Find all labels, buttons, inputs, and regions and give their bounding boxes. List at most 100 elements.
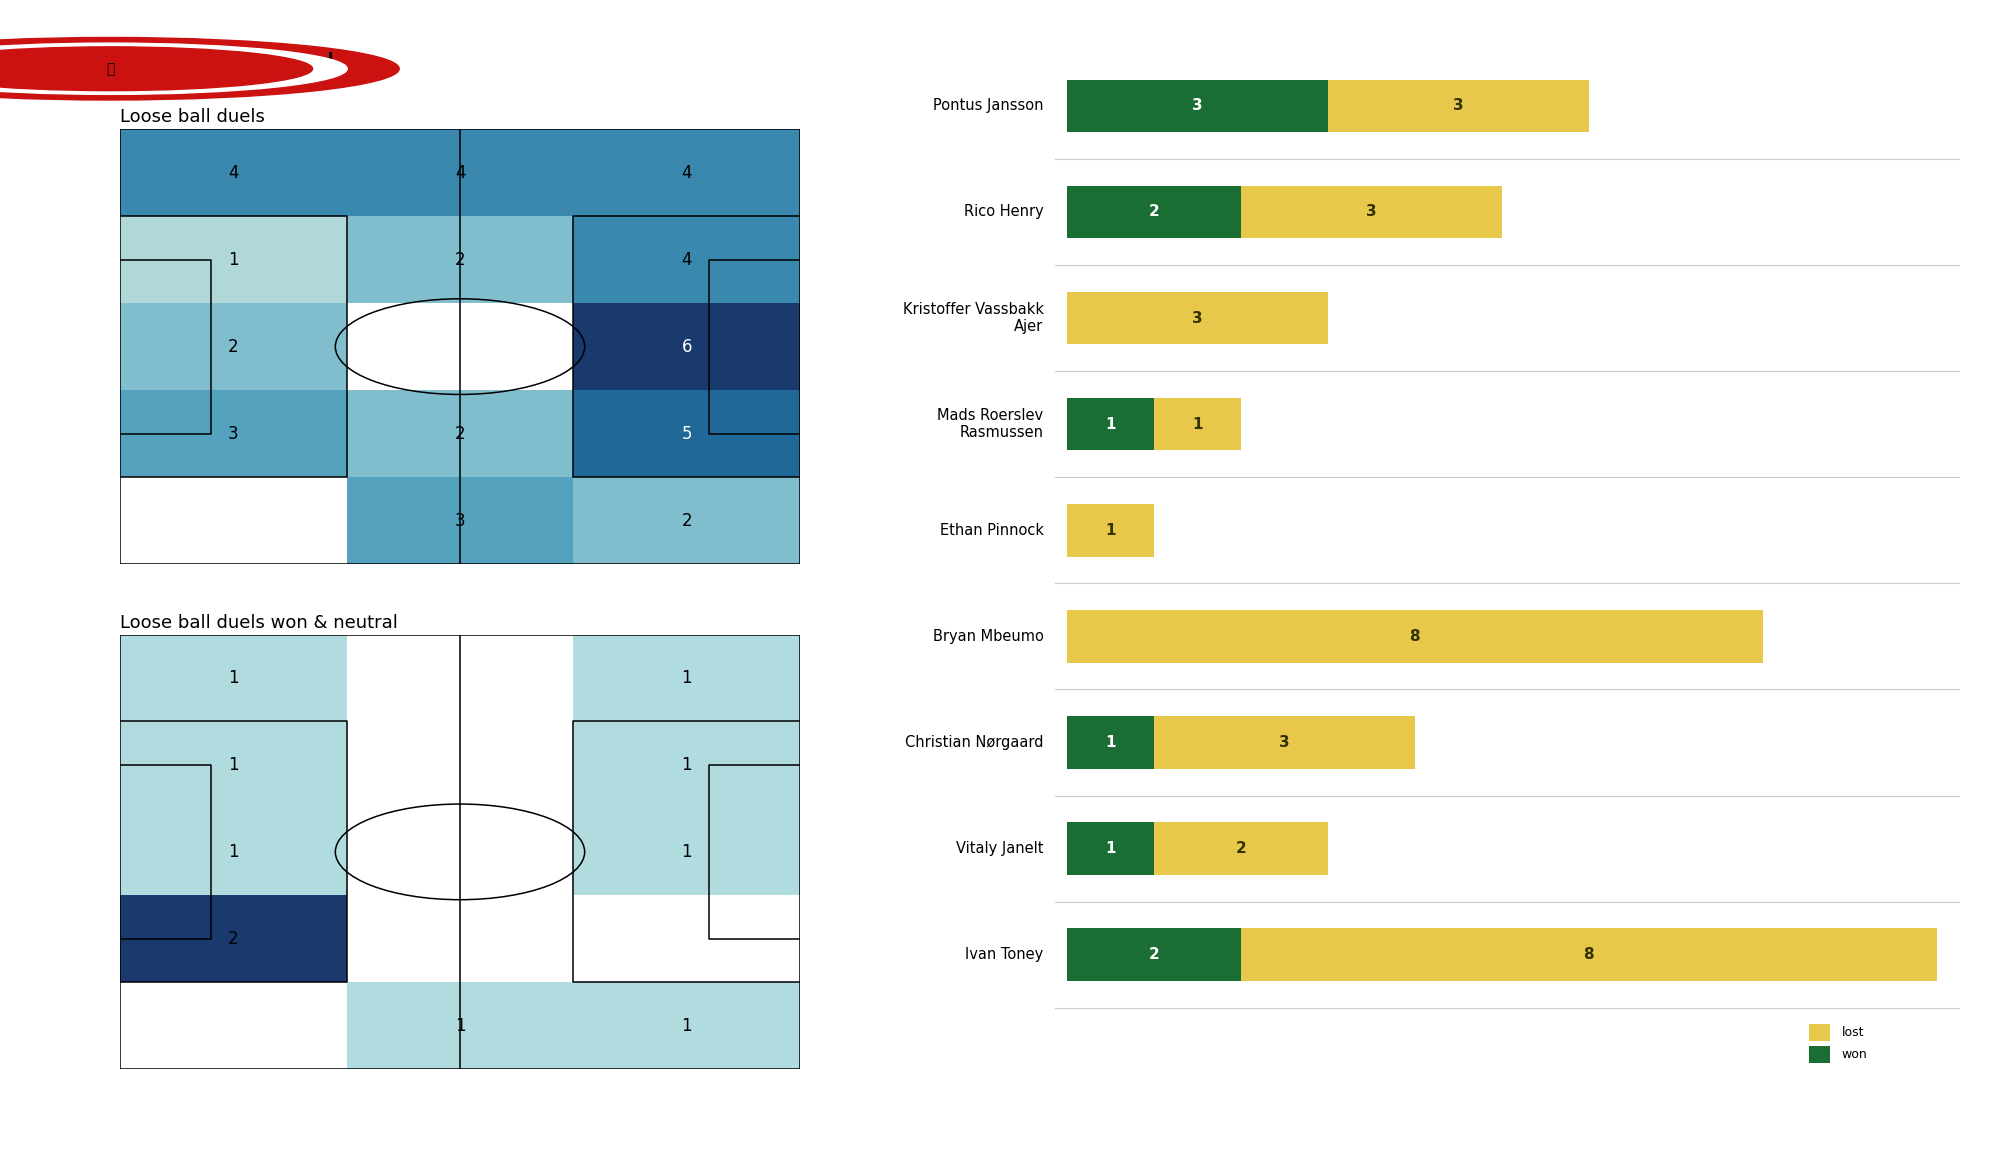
Bar [1328,80,1588,132]
Bar [1066,928,1240,981]
Bar [346,982,574,1069]
Bar [574,303,800,390]
Bar [120,303,346,390]
Text: Mads Roerslev
Rasmussen: Mads Roerslev Rasmussen [938,408,1044,441]
Text: 3: 3 [454,511,466,530]
Text: 1: 1 [1106,841,1116,857]
Bar [574,808,800,895]
Text: 3: 3 [228,424,238,443]
Text: 6: 6 [682,337,692,356]
Bar [1066,291,1328,344]
Bar [120,808,346,895]
Bar [574,634,800,721]
Text: 2: 2 [1236,841,1246,857]
Bar [346,129,574,216]
Bar [120,982,346,1069]
Text: 1: 1 [682,669,692,687]
Bar [1154,398,1240,450]
Bar [1154,717,1414,768]
Text: 1: 1 [1106,736,1116,750]
Text: 1: 1 [682,842,692,861]
Text: Kristoffer Vassbakk
Ajer: Kristoffer Vassbakk Ajer [902,302,1044,334]
Text: 1: 1 [1192,417,1202,431]
Text: 3: 3 [1192,310,1202,325]
Bar [346,721,574,808]
Bar [574,216,800,303]
Bar [120,895,346,982]
Text: 1: 1 [228,250,238,269]
Text: won: won [1842,1048,1868,1061]
Bar [1154,822,1328,875]
Text: Ethan Pinnock: Ethan Pinnock [940,523,1044,538]
Text: 8: 8 [1584,947,1594,962]
Bar [574,390,800,477]
Text: Pontus Jansson: Pontus Jansson [934,99,1044,113]
Bar [574,982,800,1069]
Text: 🐝: 🐝 [106,62,114,75]
Bar [574,895,800,982]
Text: Ivan Toney: Ivan Toney [966,947,1044,962]
Bar [1240,928,1936,981]
Text: 4: 4 [454,163,466,182]
Text: 1: 1 [682,1016,692,1035]
Text: Brentford: Brentford [178,52,336,86]
Text: 2: 2 [454,250,466,269]
Bar [574,477,800,564]
Text: 2: 2 [228,337,238,356]
Bar [120,390,346,477]
Bar [1066,504,1154,557]
Text: 2: 2 [454,424,466,443]
Text: 1: 1 [228,756,238,774]
Text: 1: 1 [1106,417,1116,431]
Bar [120,477,346,564]
Text: 2: 2 [1148,204,1160,220]
Text: 1: 1 [1106,523,1116,538]
Text: 2: 2 [228,929,238,948]
Bar [120,634,346,721]
Text: Vitaly Janelt: Vitaly Janelt [956,841,1044,857]
Text: 1: 1 [228,669,238,687]
Text: 3: 3 [1452,99,1464,113]
Bar [120,216,346,303]
Text: Rico Henry: Rico Henry [964,204,1044,220]
Bar [346,477,574,564]
Circle shape [0,38,400,100]
Text: 3: 3 [1366,204,1376,220]
Bar [120,129,346,216]
Bar [574,129,800,216]
Bar [346,390,574,477]
Bar [346,895,574,982]
Text: Loose ball duels: Loose ball duels [120,108,264,126]
Text: Christian Nørgaard: Christian Nørgaard [906,736,1044,750]
Text: 4: 4 [682,250,692,269]
Text: Bryan Mbeumo: Bryan Mbeumo [932,629,1044,644]
Bar [1810,1047,1830,1063]
Bar [1066,186,1240,239]
Text: 8: 8 [1410,629,1420,644]
Bar [1066,822,1154,875]
Bar [1066,610,1762,663]
Bar [346,634,574,721]
Text: 1: 1 [682,756,692,774]
Text: 1: 1 [228,842,238,861]
Bar [574,721,800,808]
Bar [1066,398,1154,450]
Bar [1810,1025,1830,1041]
Text: 3: 3 [1192,99,1202,113]
Text: lost: lost [1842,1026,1864,1039]
Bar [1066,717,1154,768]
Text: 5: 5 [682,424,692,443]
Text: Loose ball duels won & neutral: Loose ball duels won & neutral [120,613,398,631]
Text: 4: 4 [682,163,692,182]
Bar [346,303,574,390]
Circle shape [0,47,312,90]
Bar [120,721,346,808]
Text: 1: 1 [454,1016,466,1035]
Circle shape [0,43,348,94]
Text: 3: 3 [1278,736,1290,750]
Bar [1240,186,1502,239]
Bar [346,808,574,895]
Text: 4: 4 [228,163,238,182]
Bar [346,216,574,303]
Bar [1066,80,1328,132]
